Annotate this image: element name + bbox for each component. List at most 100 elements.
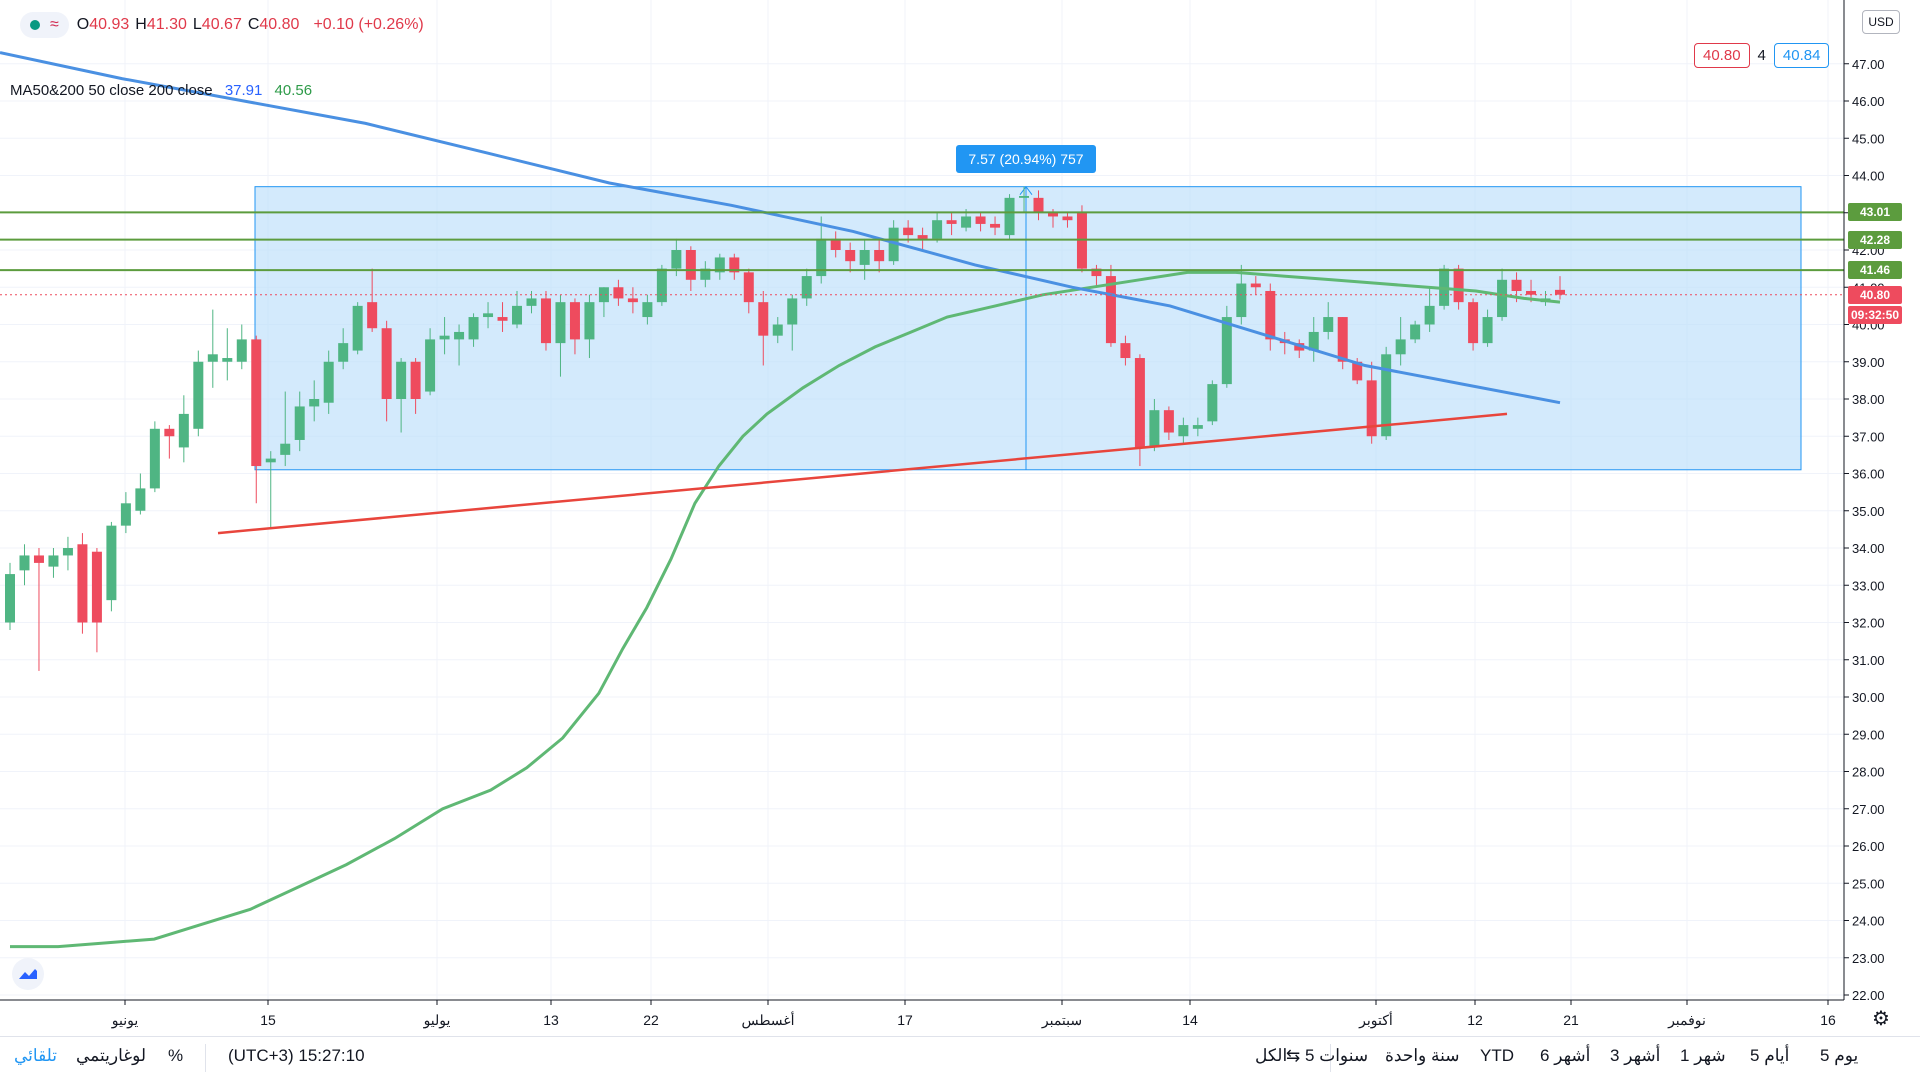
candle-body: [62, 548, 73, 556]
ohlc-value: 40.93: [89, 16, 130, 33]
ohlc-value: 40.67: [201, 16, 242, 33]
settings-gear-icon[interactable]: ⚙: [1872, 1008, 1890, 1030]
price-change: +0.10 (+0.26%): [313, 16, 424, 33]
candle-body: [642, 302, 653, 318]
candle-body: [497, 317, 508, 321]
market-status-pill[interactable]: ≈: [20, 12, 69, 38]
range-button[interactable]: YTD: [1480, 1046, 1514, 1065]
candle-body: [77, 544, 88, 623]
ask-price[interactable]: 40.84: [1773, 43, 1830, 68]
ohlc-values: O40.93 H41.30 L40.67 C40.80: [77, 16, 306, 34]
candle-body: [1453, 268, 1464, 303]
ohlc-legend: ≈ O40.93 H41.30 L40.67 C40.80 +0.10 (+0.26%…: [20, 12, 430, 38]
candle-body: [410, 361, 421, 399]
y-tick-label: 28.00: [1852, 765, 1885, 780]
candle-body: [19, 555, 30, 571]
y-tick-label: 36.00: [1852, 467, 1885, 482]
candle-body: [627, 298, 638, 303]
candle-body: [1511, 279, 1522, 291]
bid-price[interactable]: 40.80: [1694, 43, 1750, 68]
candle-body: [149, 428, 160, 489]
candle-body: [222, 358, 233, 362]
y-tick-label: 44.00: [1852, 169, 1885, 184]
candle-body: [1221, 317, 1232, 385]
candle-body: [932, 220, 943, 239]
x-tick-label: 22: [643, 1012, 659, 1028]
candle-body: [1468, 302, 1479, 344]
candle-body: [352, 305, 363, 351]
candle-body: [193, 361, 204, 429]
range-button[interactable]: أشهر 3: [1610, 1046, 1661, 1065]
x-tick-label: يوليو: [423, 1012, 451, 1029]
candle-body: [1207, 384, 1218, 422]
candle-body: [613, 287, 624, 299]
tradingview-logo-icon[interactable]: [12, 958, 44, 990]
candle-body: [164, 428, 175, 437]
compare-range-icon[interactable]: ⇆: [1286, 1046, 1301, 1065]
candle-body: [598, 287, 609, 303]
candle-body: [106, 525, 117, 601]
currency-button[interactable]: USD: [1862, 10, 1900, 34]
candle-body: [1091, 268, 1102, 277]
candle-body: [1047, 212, 1058, 217]
candle-body: [454, 331, 465, 340]
range-button[interactable]: شهر 1: [1680, 1046, 1726, 1065]
x-tick-label: 21: [1563, 1012, 1579, 1028]
candle-body: [1410, 324, 1421, 340]
y-tick-label: 29.00: [1852, 727, 1885, 742]
level-price-tag: 41.46: [1848, 261, 1902, 280]
candle-body: [91, 551, 102, 623]
candle-body: [845, 250, 856, 262]
candle-body: [903, 227, 914, 236]
candle-body: [265, 458, 276, 463]
candle-body: [816, 238, 827, 277]
y-tick-label: 47.00: [1852, 57, 1885, 72]
ma50-line: [10, 270, 1561, 949]
ma-value-1: 37.91: [224, 82, 263, 99]
candle-body: [888, 227, 899, 262]
timezone-clock[interactable]: (UTC+3) 15:27:10: [228, 1046, 365, 1065]
range-button[interactable]: أيام 5: [1750, 1046, 1790, 1065]
range-button[interactable]: سنة واحدة: [1385, 1046, 1460, 1065]
candle-body: [685, 250, 696, 280]
candle-body: [801, 276, 812, 299]
candle-body: [178, 413, 189, 448]
candle-body: [1105, 276, 1116, 344]
percent-scale-toggle[interactable]: %: [168, 1046, 184, 1065]
candle-body: [309, 399, 320, 407]
candle-body: [33, 555, 44, 563]
candle-body: [526, 298, 537, 306]
candle-body: [975, 216, 986, 224]
candle-body: [1134, 358, 1145, 448]
candle-body: [120, 503, 131, 526]
candle-body: [1236, 283, 1247, 318]
log-scale-toggle[interactable]: لوغاريتمي: [76, 1046, 147, 1065]
candle-body: [946, 220, 957, 224]
candle-body: [656, 268, 667, 303]
x-tick-label: 12: [1467, 1012, 1483, 1028]
ohlc-key: O: [76, 16, 90, 33]
y-tick-label: 32.00: [1852, 616, 1885, 631]
ma-legend[interactable]: MA50&200 50 close 200 close 37.91 40.56: [10, 82, 312, 99]
countdown-tag: 09:32:50: [1848, 305, 1902, 324]
range-button[interactable]: يوم 5: [1820, 1046, 1859, 1065]
y-tick-label: 27.00: [1852, 802, 1885, 817]
y-tick-label: 33.00: [1852, 578, 1885, 593]
range-button[interactable]: الكل: [1255, 1046, 1288, 1065]
candle-body: [236, 339, 247, 362]
x-tick-label: نوفمبر: [1667, 1012, 1706, 1029]
candle-body: [1366, 380, 1377, 437]
auto-scale-toggle[interactable]: تلقائي: [14, 1046, 58, 1065]
range-button[interactable]: سنوات 5: [1305, 1046, 1369, 1065]
candle-body: [207, 354, 218, 362]
y-tick-label: 34.00: [1852, 541, 1885, 556]
candle-body: [743, 272, 754, 303]
range-button[interactable]: أشهر 6: [1540, 1046, 1591, 1065]
candle-body: [1308, 331, 1319, 351]
ma-label: MA50&200 50 close 200 close: [10, 82, 213, 99]
y-tick-label: 37.00: [1852, 429, 1885, 444]
candle-body: [483, 313, 494, 318]
candle-body: [758, 302, 769, 336]
y-tick-label: 46.00: [1852, 94, 1885, 109]
y-tick-label: 22.00: [1852, 988, 1885, 1003]
